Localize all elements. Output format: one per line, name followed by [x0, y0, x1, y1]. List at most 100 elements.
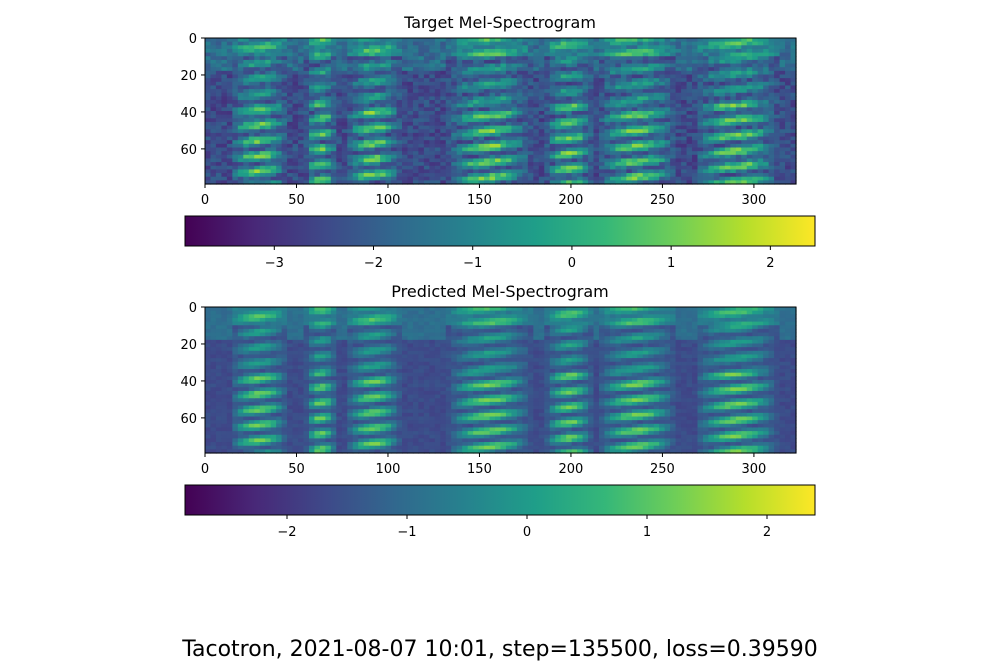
- heatmap-cell: [768, 136, 775, 141]
- heatmap-cell: [631, 38, 638, 43]
- heatmap-cell: [287, 317, 294, 323]
- heatmap-cell: [555, 143, 562, 149]
- heatmap-cell: [478, 85, 485, 90]
- heatmap-cell: [254, 343, 261, 348]
- heatmap-cell: [265, 56, 272, 61]
- heatmap-cell: [221, 405, 228, 410]
- heatmap-cell: [730, 45, 737, 50]
- heatmap-cell: [681, 38, 688, 43]
- heatmap-cell: [560, 38, 567, 43]
- heatmap-cell: [336, 151, 343, 156]
- heatmap-cell: [708, 121, 715, 127]
- heatmap-cell: [308, 107, 316, 112]
- heatmap-cell: [719, 173, 726, 178]
- heatmap-cell: [533, 140, 540, 145]
- heatmap-cell: [215, 48, 223, 54]
- heatmap-cell: [637, 118, 644, 123]
- heatmap-cell: [237, 449, 244, 454]
- heatmap-cell: [692, 89, 699, 94]
- heatmap-cell: [730, 147, 737, 152]
- heatmap-cell: [752, 165, 759, 170]
- heatmap-cell: [637, 70, 644, 76]
- heatmap-cell: [538, 41, 545, 46]
- heatmap-cell: [232, 416, 239, 421]
- heatmap-cell: [270, 412, 277, 418]
- heatmap-cell: [511, 63, 518, 68]
- heatmap-cell: [456, 92, 463, 97]
- heatmap-cell: [303, 129, 310, 134]
- heatmap-cell: [440, 114, 447, 119]
- heatmap-cell: [210, 89, 217, 94]
- heatmap-cell: [664, 129, 671, 134]
- heatmap-cell: [631, 136, 638, 141]
- heatmap-cell: [763, 45, 770, 50]
- heatmap-cell: [205, 365, 212, 370]
- heatmap-cell: [352, 143, 359, 149]
- heatmap-cell: [571, 81, 578, 87]
- heatmap-cell: [746, 118, 753, 123]
- heatmap-cell: [478, 59, 485, 65]
- heatmap-cell: [582, 41, 589, 46]
- heatmap-cell: [281, 81, 288, 87]
- heatmap-cell: [620, 74, 627, 79]
- heatmap-cell: [577, 118, 584, 123]
- heatmap-cell: [549, 41, 556, 46]
- heatmap-cell: [516, 169, 523, 174]
- heatmap-cell: [467, 154, 474, 160]
- heatmap-cell: [790, 147, 797, 152]
- heatmap-cell: [724, 162, 731, 167]
- heatmap-cell: [713, 180, 720, 185]
- heatmap-cell: [615, 78, 622, 83]
- heatmap-cell: [670, 63, 677, 68]
- heatmap-cell: [730, 136, 737, 141]
- heatmap-cell: [314, 67, 321, 72]
- heatmap-cell: [631, 151, 638, 156]
- heatmap-cell: [281, 383, 288, 388]
- heatmap-cell: [226, 74, 233, 79]
- heatmap-cell: [533, 180, 540, 185]
- heatmap-cell: [473, 74, 480, 79]
- heatmap-cell: [790, 74, 797, 79]
- heatmap-cell: [588, 180, 595, 185]
- heatmap-cell: [484, 173, 491, 178]
- heatmap-cell: [686, 103, 693, 108]
- heatmap-cell: [210, 438, 217, 443]
- heatmap-cell: [538, 169, 545, 174]
- heatmap-cell: [489, 92, 496, 97]
- heatmap-cell: [265, 427, 272, 432]
- heatmap-cell: [582, 125, 589, 130]
- heatmap-cell: [785, 111, 792, 116]
- heatmap-cell: [341, 169, 348, 174]
- heatmap-cell: [538, 129, 545, 134]
- heatmap-cell: [774, 143, 781, 149]
- heatmap-cell: [577, 121, 584, 127]
- heatmap-cell: [287, 332, 294, 337]
- heatmap-cell: [735, 38, 742, 43]
- heatmap-cell: [423, 165, 430, 170]
- heatmap-cell: [243, 401, 250, 407]
- heatmap-cell: [774, 38, 781, 43]
- heatmap-cell: [270, 162, 277, 167]
- heatmap-cell: [319, 100, 326, 105]
- heatmap-cell: [467, 56, 474, 61]
- heatmap-cell: [423, 56, 430, 61]
- heatmap-cell: [681, 121, 688, 127]
- heatmap-cell: [270, 390, 277, 396]
- heatmap-cell: [325, 147, 332, 152]
- heatmap-cell: [604, 38, 611, 43]
- heatmap-cell: [626, 162, 633, 167]
- heatmap-cell: [226, 325, 233, 330]
- heatmap-cell: [374, 74, 381, 79]
- heatmap-cell: [243, 96, 250, 101]
- heatmap-cell: [648, 67, 655, 72]
- heatmap-cell: [593, 162, 600, 167]
- heatmap-cell: [527, 59, 534, 65]
- heatmap-cell: [708, 81, 715, 87]
- heatmap-cell: [292, 151, 299, 156]
- heatmap-cell: [287, 173, 294, 178]
- heatmap-cell: [473, 81, 480, 87]
- heatmap-cell: [440, 45, 447, 50]
- heatmap-cell: [232, 100, 239, 105]
- heatmap-cell: [374, 78, 381, 83]
- heatmap-cell: [473, 140, 480, 145]
